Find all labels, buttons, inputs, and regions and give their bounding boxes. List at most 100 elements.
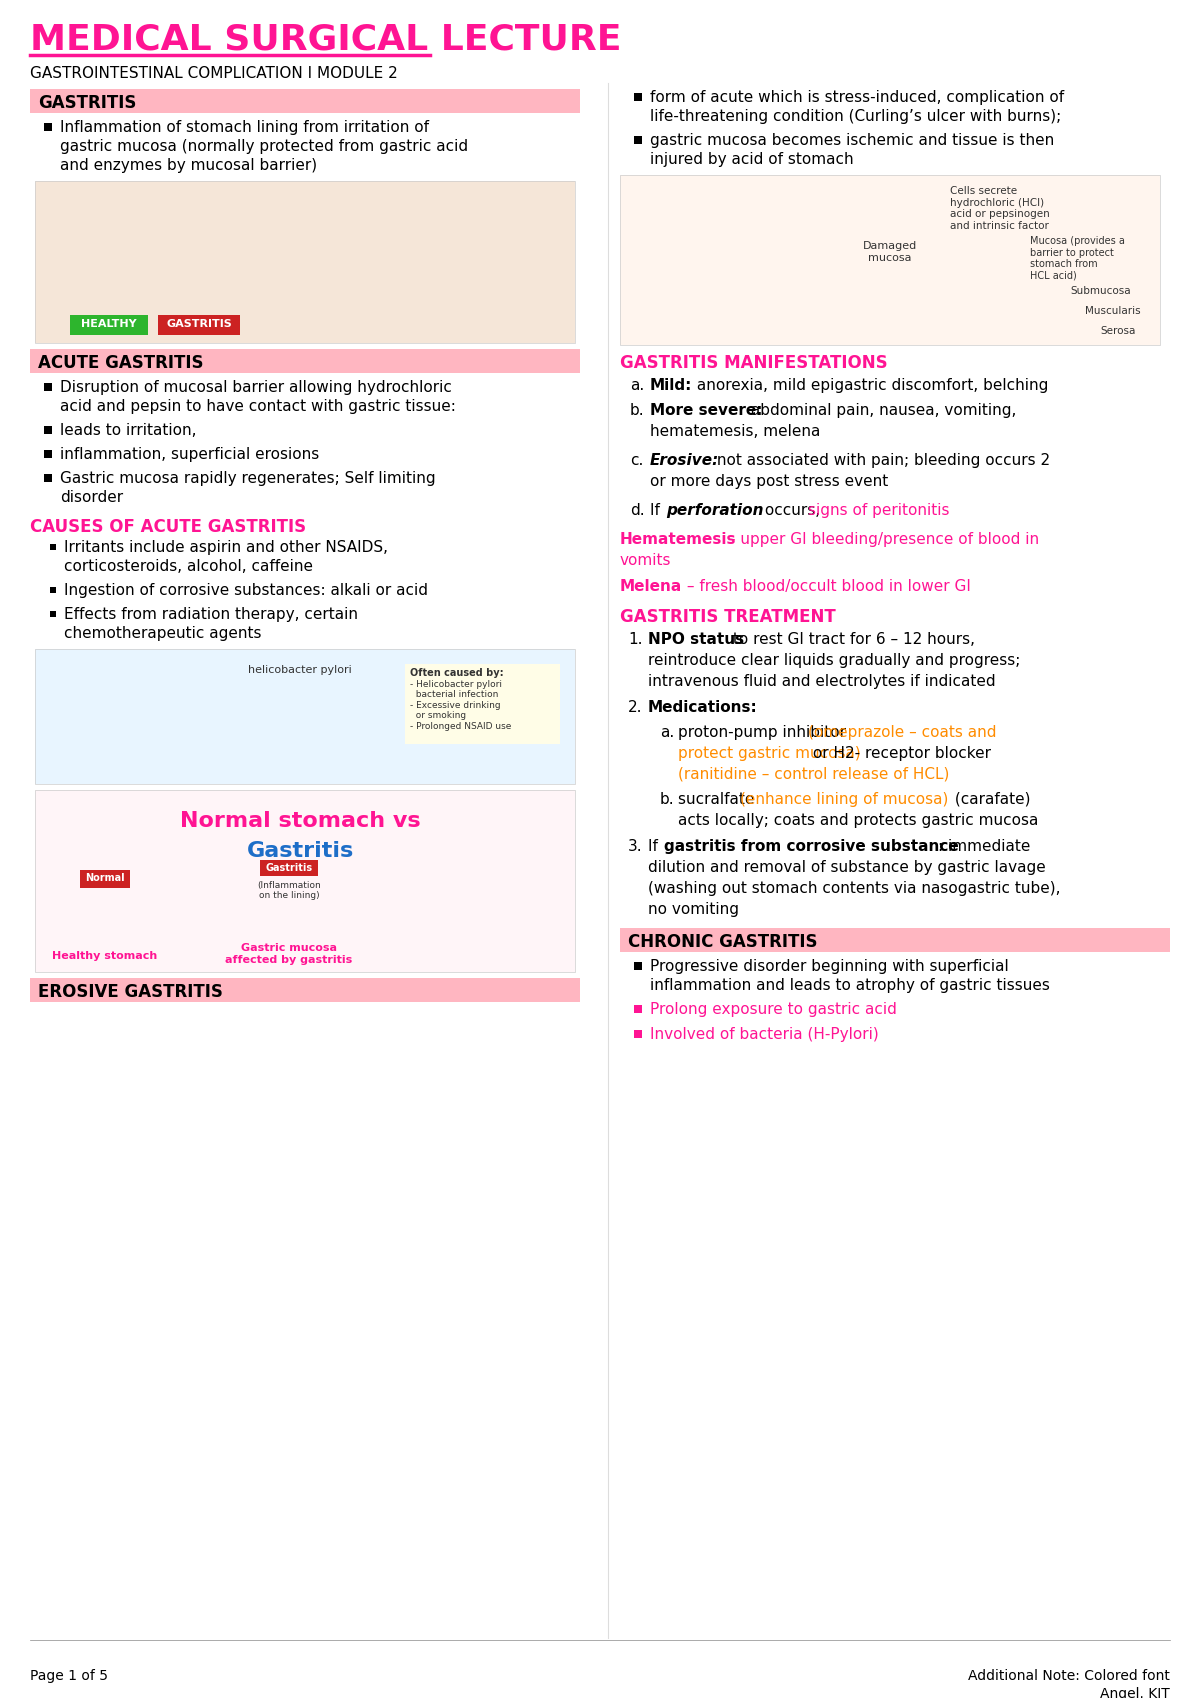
Text: or H2- receptor blocker: or H2- receptor blocker: [808, 745, 991, 761]
Text: Medications:: Medications:: [648, 700, 757, 715]
Text: CAUSES OF ACUTE GASTRITIS: CAUSES OF ACUTE GASTRITIS: [30, 518, 306, 535]
Text: c.: c.: [630, 453, 643, 467]
Text: Often caused by:: Often caused by:: [410, 667, 504, 678]
Text: occurs,: occurs,: [760, 503, 826, 518]
Text: gastric mucosa becomes ischemic and tissue is then: gastric mucosa becomes ischemic and tiss…: [650, 132, 1055, 148]
Text: Hematemesis: Hematemesis: [620, 531, 737, 547]
Text: Melena: Melena: [620, 579, 683, 594]
Bar: [70, 316, 148, 336]
Text: and enzymes by mucosal barrier): and enzymes by mucosal barrier): [60, 158, 317, 173]
Text: helicobacter pylori: helicobacter pylori: [248, 664, 352, 674]
Bar: [30, 978, 580, 1002]
Text: Damaged
mucosa: Damaged mucosa: [863, 241, 917, 263]
Bar: [35, 791, 575, 973]
Text: Involved of bacteria (H-Pylori): Involved of bacteria (H-Pylori): [650, 1026, 878, 1041]
Bar: [260, 861, 318, 876]
Text: GASTRITIS: GASTRITIS: [38, 93, 137, 112]
Bar: [30, 350, 580, 374]
Bar: [35, 650, 575, 784]
Text: hematemesis, melena: hematemesis, melena: [650, 424, 821, 438]
Bar: [50, 545, 56, 550]
Bar: [634, 93, 642, 102]
Text: Gastric mucosa
affected by gastritis: Gastric mucosa affected by gastritis: [226, 942, 353, 964]
Text: inflammation and leads to atrophy of gastric tissues: inflammation and leads to atrophy of gas…: [650, 978, 1050, 992]
Text: Normal: Normal: [85, 873, 125, 883]
Text: chemotherapeutic agents: chemotherapeutic agents: [64, 625, 262, 640]
Text: Normal stomach vs: Normal stomach vs: [180, 810, 420, 830]
Text: not associated with pain; bleeding occurs 2: not associated with pain; bleeding occur…: [712, 453, 1050, 467]
Bar: [50, 588, 56, 594]
Text: Irritants include aspirin and other NSAIDS,: Irritants include aspirin and other NSAI…: [64, 540, 388, 555]
Text: intravenous fluid and electrolytes if indicated: intravenous fluid and electrolytes if in…: [648, 674, 996, 689]
Text: : immediate: : immediate: [938, 839, 1031, 854]
Text: vomits: vomits: [620, 552, 672, 567]
Text: Mild:: Mild:: [650, 377, 692, 392]
Text: proton-pump inhibitor: proton-pump inhibitor: [678, 725, 851, 740]
Text: inflammation, superficial erosions: inflammation, superficial erosions: [60, 447, 319, 462]
Bar: [158, 316, 240, 336]
Text: NPO status: NPO status: [648, 632, 744, 647]
Bar: [620, 929, 1170, 953]
Text: ACUTE GASTRITIS: ACUTE GASTRITIS: [38, 353, 204, 372]
Text: More severe:: More severe:: [650, 402, 762, 418]
Bar: [406, 664, 560, 744]
Text: (carafate): (carafate): [950, 791, 1031, 807]
Text: Progressive disorder beginning with superficial: Progressive disorder beginning with supe…: [650, 958, 1009, 973]
Bar: [44, 450, 52, 458]
Bar: [634, 1005, 642, 1014]
Bar: [35, 650, 575, 784]
Text: (enhance lining of mucosa): (enhance lining of mucosa): [740, 791, 948, 807]
Text: – fresh blood/occult blood in lower GI: – fresh blood/occult blood in lower GI: [682, 579, 971, 594]
Text: injured by acid of stomach: injured by acid of stomach: [650, 151, 853, 166]
Text: protect gastric mucosa): protect gastric mucosa): [678, 745, 860, 761]
Bar: [620, 177, 1160, 346]
Bar: [634, 963, 642, 971]
Text: Page 1 of 5: Page 1 of 5: [30, 1667, 108, 1683]
Text: abdominal pain, nausea, vomiting,: abdominal pain, nausea, vomiting,: [746, 402, 1016, 418]
Text: Gastric mucosa rapidly regenerates; Self limiting: Gastric mucosa rapidly regenerates; Self…: [60, 470, 436, 486]
Text: Healthy stomach: Healthy stomach: [53, 951, 157, 961]
Text: – upper GI bleeding/presence of blood in: – upper GI bleeding/presence of blood in: [722, 531, 1039, 547]
Text: Disruption of mucosal barrier allowing hydrochloric: Disruption of mucosal barrier allowing h…: [60, 380, 452, 394]
Text: - Helicobacter pylori
  bacterial infection
- Excessive drinking
  or smoking
- : - Helicobacter pylori bacterial infectio…: [410, 679, 511, 730]
Text: sucralfate: sucralfate: [678, 791, 760, 807]
Text: form of acute which is stress-induced, complication of: form of acute which is stress-induced, c…: [650, 90, 1064, 105]
Text: anorexia, mild epigastric discomfort, belching: anorexia, mild epigastric discomfort, be…: [692, 377, 1049, 392]
Bar: [620, 177, 1160, 346]
Text: Mucosa (provides a
barrier to protect
stomach from
HCL acid): Mucosa (provides a barrier to protect st…: [1030, 236, 1124, 280]
Text: EROSIVE GASTRITIS: EROSIVE GASTRITIS: [38, 983, 223, 1000]
Text: 3.: 3.: [628, 839, 643, 854]
Text: reintroduce clear liquids gradually and progress;: reintroduce clear liquids gradually and …: [648, 652, 1020, 667]
Text: Additional Note: Colored font: Additional Note: Colored font: [968, 1667, 1170, 1683]
Text: a.: a.: [660, 725, 674, 740]
Bar: [634, 1031, 642, 1039]
Text: to rest GI tract for 6 – 12 hours,: to rest GI tract for 6 – 12 hours,: [728, 632, 974, 647]
Text: perforation: perforation: [666, 503, 763, 518]
Text: signs of peritonitis: signs of peritonitis: [808, 503, 949, 518]
Text: Gastritis: Gastritis: [246, 841, 354, 861]
Text: corticosteroids, alcohol, caffeine: corticosteroids, alcohol, caffeine: [64, 559, 313, 574]
Text: acts locally; coats and protects gastric mucosa: acts locally; coats and protects gastric…: [678, 813, 1038, 827]
Text: CHRONIC GASTRITIS: CHRONIC GASTRITIS: [628, 932, 817, 951]
Text: Inflammation of stomach lining from irritation of: Inflammation of stomach lining from irri…: [60, 121, 430, 134]
Bar: [35, 182, 575, 343]
Text: Prolong exposure to gastric acid: Prolong exposure to gastric acid: [650, 1002, 896, 1017]
Text: or more days post stress event: or more days post stress event: [650, 474, 888, 489]
Text: MEDICAL SURGICAL LECTURE: MEDICAL SURGICAL LECTURE: [30, 22, 622, 56]
Bar: [80, 871, 130, 888]
Text: GASTRITIS: GASTRITIS: [166, 319, 232, 329]
Text: GASTRITIS MANIFESTATIONS: GASTRITIS MANIFESTATIONS: [620, 353, 888, 372]
Text: leads to irritation,: leads to irritation,: [60, 423, 197, 438]
Text: (omeprazole – coats and: (omeprazole – coats and: [808, 725, 996, 740]
Text: HEALTHY: HEALTHY: [82, 319, 137, 329]
Text: (washing out stomach contents via nasogastric tube),: (washing out stomach contents via nasoga…: [648, 881, 1061, 895]
Text: If: If: [648, 839, 662, 854]
Text: a.: a.: [630, 377, 644, 392]
Bar: [44, 124, 52, 132]
Bar: [50, 611, 56, 618]
Text: b.: b.: [630, 402, 644, 418]
Text: acid and pepsin to have contact with gastric tissue:: acid and pepsin to have contact with gas…: [60, 399, 456, 414]
Text: If: If: [650, 503, 665, 518]
Text: GASTROINTESTINAL COMPLICATION I MODULE 2: GASTROINTESTINAL COMPLICATION I MODULE 2: [30, 66, 397, 82]
Text: Cells secrete
hydrochloric (HCl)
acid or pepsinogen
and intrinsic factor: Cells secrete hydrochloric (HCl) acid or…: [950, 185, 1050, 231]
